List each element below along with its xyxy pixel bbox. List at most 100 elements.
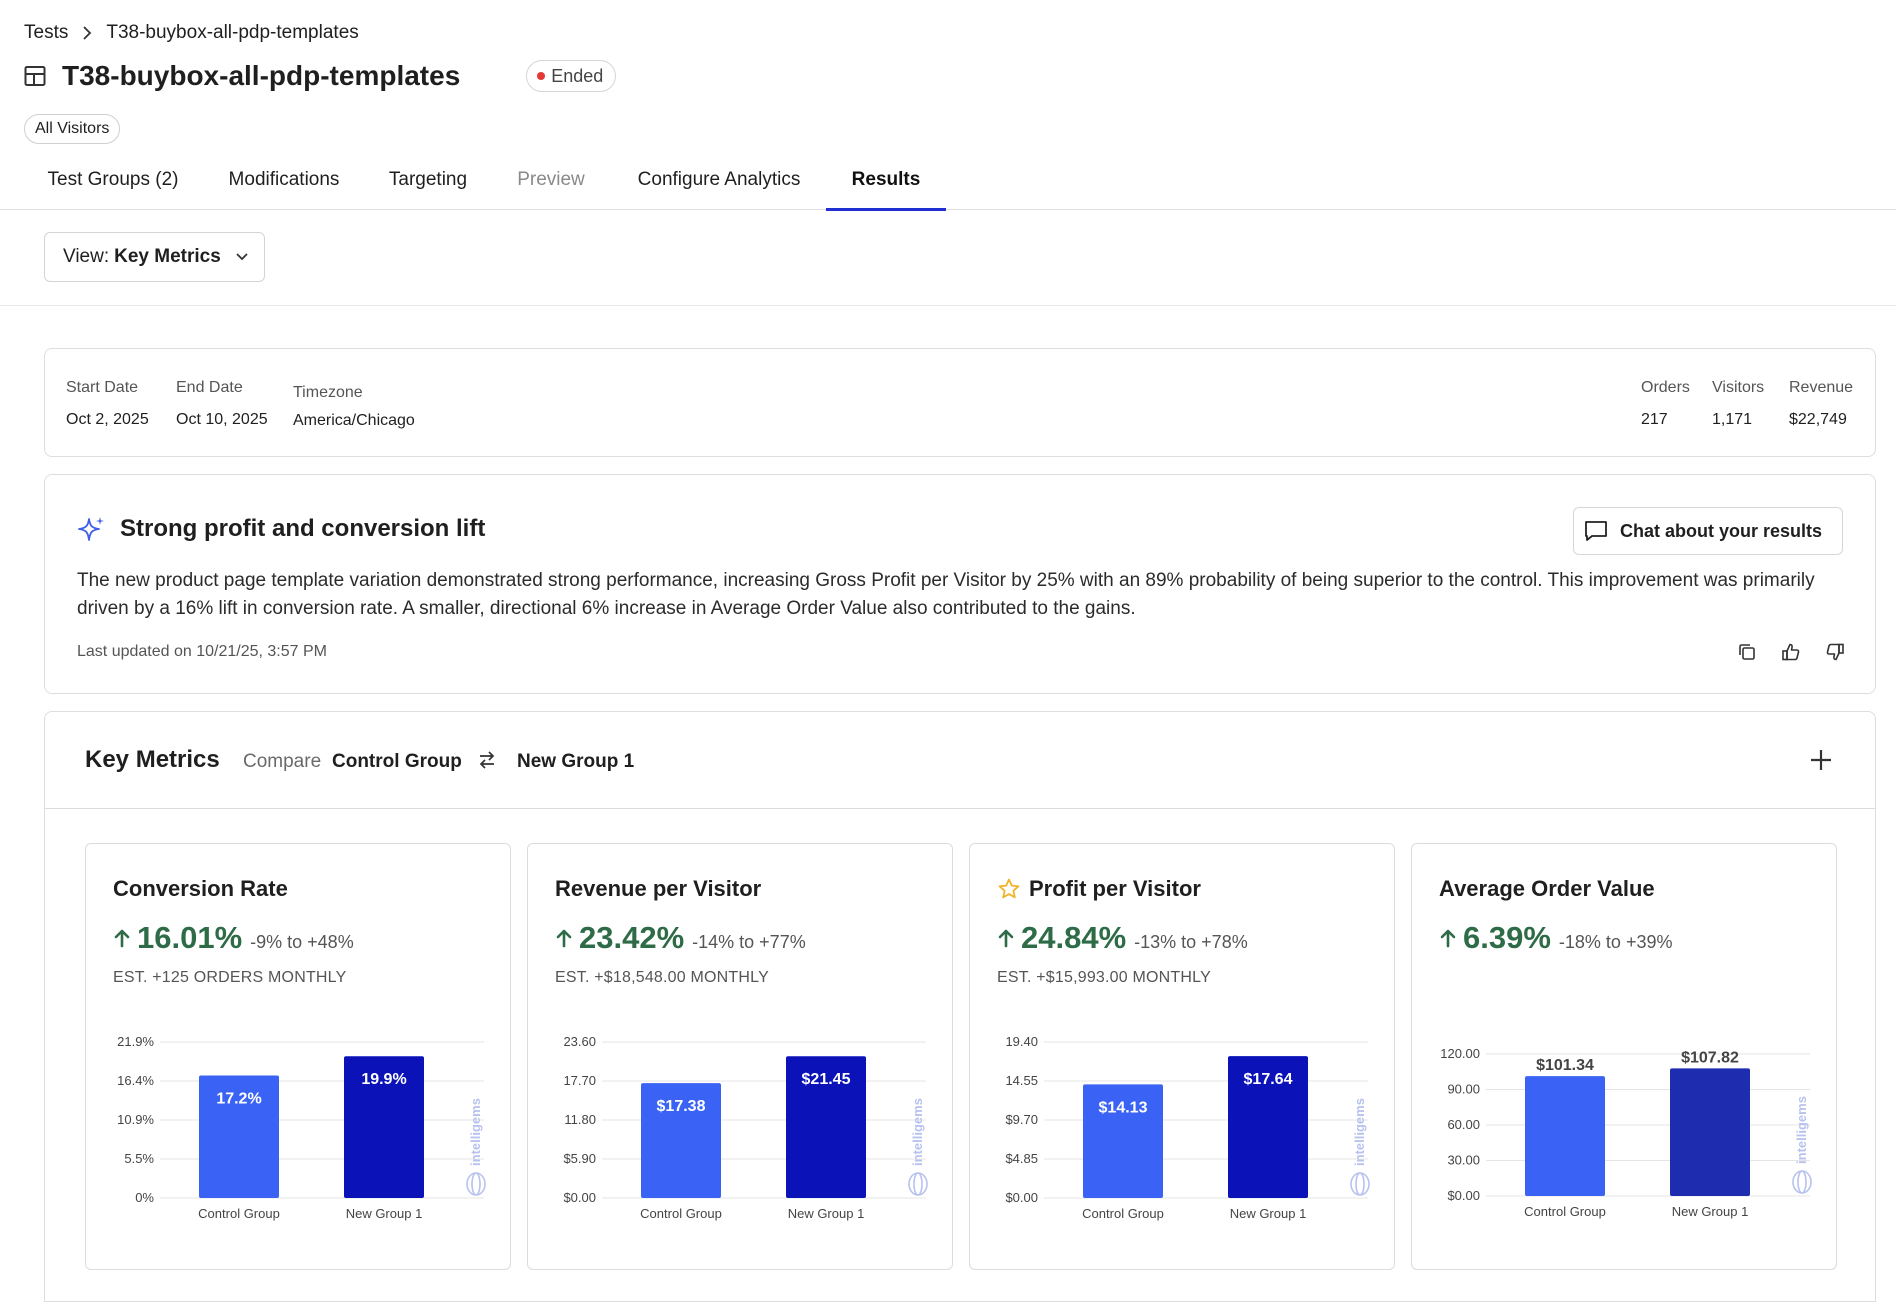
bar-new-group[interactable] <box>1670 1068 1750 1196</box>
add-metric-button[interactable] <box>1807 746 1835 774</box>
bar-control-group[interactable] <box>1525 1076 1605 1196</box>
y-tick-label: 10.9% <box>117 1112 154 1127</box>
bar-new-group[interactable] <box>1228 1056 1308 1198</box>
visitors-stat: Visitors 1,171 <box>1712 379 1764 429</box>
x-category-label: Control Group <box>1524 1204 1606 1219</box>
view-select[interactable]: View: Key Metrics <box>44 232 265 282</box>
audience-badge[interactable]: All Visitors <box>24 114 121 144</box>
metric-panel[interactable]: Average Order Value 6.39% -18% to +39% $0.0… <box>1411 843 1837 1270</box>
layout-icon <box>24 65 46 87</box>
bar-value-label: $17.64 <box>1244 1071 1293 1088</box>
y-tick-label: 17.70 <box>563 1073 596 1088</box>
bar-control-group[interactable] <box>1083 1084 1163 1198</box>
lift-value: 16.01% <box>137 920 243 955</box>
tab-modifications[interactable]: Modifications <box>228 169 340 190</box>
bar-value-label: $21.45 <box>802 1071 851 1088</box>
end-date-label: End Date <box>176 379 243 396</box>
revenue-label: Revenue <box>1789 379 1854 396</box>
metric-name: Average Order Value <box>1439 876 1655 902</box>
page-title: T38-buybox-all-pdp-templates <box>62 60 461 91</box>
key-metrics-card: Key Metrics Compare Control Group New Gr… <box>44 711 1876 1302</box>
y-tick-label: $0.00 <box>1447 1188 1480 1203</box>
lift-value: 23.42% <box>579 920 685 955</box>
tab-configure-analytics[interactable]: Configure Analytics <box>637 169 801 190</box>
status-dot-icon <box>537 72 546 80</box>
summary-body: The new product page template variation … <box>77 570 1815 619</box>
thumbs-down-icon[interactable] <box>1825 642 1845 662</box>
orders-value: 217 <box>1641 411 1668 428</box>
lift-value: 6.39% <box>1463 920 1551 955</box>
tab-results[interactable]: Results <box>826 150 946 211</box>
revenue-stat: Revenue $22,749 <box>1789 379 1853 429</box>
lift-range: -9% to +48% <box>250 932 354 952</box>
bar-control-group[interactable] <box>199 1075 279 1198</box>
metric-lift: 23.42% -14% to +77% <box>555 920 806 956</box>
bar-chart: 0% 5.5% 10.9% 16.4% 21.9% 17.2% Control Group 1… <box>117 1034 486 1221</box>
metric-estimate: EST. +125 ORDERS MONTHLY <box>113 969 347 986</box>
metric-panel[interactable]: Revenue per Visitor 23.42% -14% to +77% EST… <box>527 843 953 1270</box>
view-select-value: Key Metrics <box>114 246 221 267</box>
metric-name-text: Revenue per Visitor <box>555 876 762 901</box>
metric-name: Profit per Visitor <box>997 876 1201 902</box>
y-tick-label: 16.4% <box>117 1073 154 1088</box>
revenue-value: $22,749 <box>1789 411 1847 428</box>
compare-group-a[interactable]: Control Group <box>332 751 462 772</box>
tab-test-groups[interactable]: Test Groups (2) <box>47 169 179 190</box>
y-tick-label: 60.00 <box>1447 1117 1480 1132</box>
tab-preview[interactable]: Preview <box>517 169 585 190</box>
compare-label: Compare <box>243 751 322 772</box>
x-category-label: New Group 1 <box>788 1206 865 1221</box>
watermark-text: intelligems <box>468 1098 483 1166</box>
metric-lift: 16.01% -9% to +48% <box>113 920 354 956</box>
ai-summary-card: Strong profit and conversion lift Chat a… <box>44 474 1876 694</box>
tab-targeting[interactable]: Targeting <box>388 169 468 190</box>
lift-range: -13% to +78% <box>1134 932 1248 952</box>
chat-bubble-icon <box>1584 520 1608 542</box>
y-tick-label: 5.5% <box>124 1151 154 1166</box>
bar-control-group[interactable] <box>641 1083 721 1198</box>
breadcrumb-tests-link[interactable]: Tests <box>24 22 69 43</box>
arrow-up-icon <box>997 928 1015 948</box>
metric-estimate: EST. +$15,993.00 MONTHLY <box>997 969 1211 986</box>
end-date: End Date Oct 10, 2025 <box>176 379 268 429</box>
tab-bar: Test Groups (2) Modifications Targeting … <box>0 150 1896 211</box>
status-badge: Ended <box>526 60 617 92</box>
bar-new-group[interactable] <box>344 1056 424 1198</box>
metric-panel[interactable]: Profit per Visitor 24.84% -13% to +78% EST.… <box>969 843 1395 1270</box>
y-tick-label: 19.40 <box>1005 1034 1038 1049</box>
metric-lift: 6.39% -18% to +39% <box>1439 920 1672 956</box>
test-info-card: Start Date Oct 2, 2025 End Date Oct 10, … <box>44 348 1876 457</box>
metric-name-text: Profit per Visitor <box>1029 876 1201 901</box>
bar-value-label: $14.13 <box>1099 1099 1148 1116</box>
metric-name: Conversion Rate <box>113 876 288 902</box>
start-date: Start Date Oct 2, 2025 <box>66 379 149 429</box>
y-tick-label: 90.00 <box>1447 1082 1480 1097</box>
x-category-label: Control Group <box>1082 1206 1164 1221</box>
metric-name: Revenue per Visitor <box>555 876 761 902</box>
metric-name-text: Conversion Rate <box>113 876 288 901</box>
breadcrumb: Tests T38-buybox-all-pdp-templates <box>24 22 359 44</box>
key-metrics-title: Key Metrics <box>85 746 220 773</box>
x-category-label: New Group 1 <box>346 1206 423 1221</box>
compare-group-b[interactable]: New Group 1 <box>517 751 635 772</box>
key-metrics-header: Key Metrics Compare Control Group New Gr… <box>45 712 1875 809</box>
bar-value-label: $101.34 <box>1536 1057 1594 1074</box>
swap-icon[interactable] <box>477 750 497 770</box>
view-select-prefix: View: <box>63 246 110 267</box>
bar-chart: $0.00 $5.90 11.80 17.70 23.60 $17.38 Control G… <box>563 1034 928 1221</box>
start-date-label: Start Date <box>66 379 139 396</box>
thumbs-up-icon[interactable] <box>1781 642 1801 662</box>
star-icon[interactable] <box>997 877 1021 901</box>
chat-about-results-button[interactable]: Chat about your results <box>1573 507 1843 555</box>
x-category-label: New Group 1 <box>1672 1204 1749 1219</box>
y-tick-label: $5.90 <box>563 1151 596 1166</box>
start-date-value: Oct 2, 2025 <box>66 411 149 428</box>
y-tick-label: 11.80 <box>564 1112 596 1127</box>
timezone: Timezone America/Chicago <box>293 384 415 430</box>
visitors-value: 1,171 <box>1712 411 1753 428</box>
x-category-label: New Group 1 <box>1230 1206 1307 1221</box>
copy-icon[interactable] <box>1737 642 1757 662</box>
metric-panel[interactable]: Conversion Rate 16.01% -9% to +48% EST. +12… <box>85 843 511 1270</box>
bar-new-group[interactable] <box>786 1056 866 1198</box>
y-tick-label: 0% <box>135 1190 154 1205</box>
